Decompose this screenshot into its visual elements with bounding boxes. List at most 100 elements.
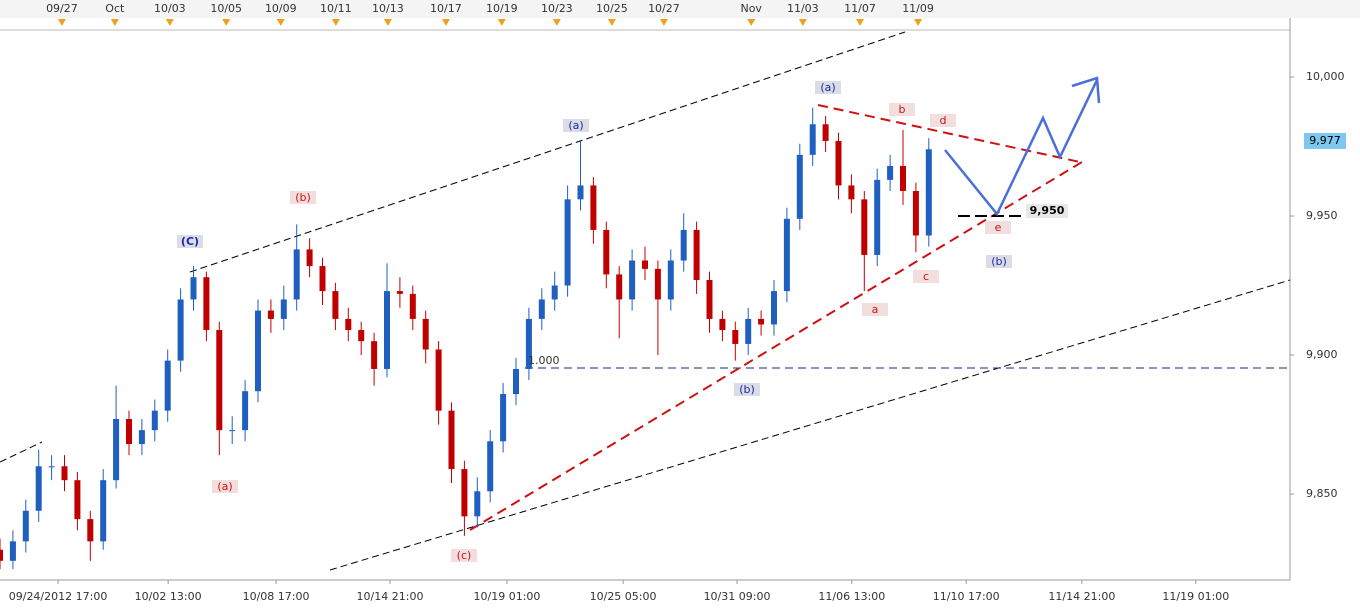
candle-body <box>719 318 726 331</box>
top-tick-marker <box>110 19 119 26</box>
top-tick-label: 10/19 <box>486 2 518 15</box>
candle-body <box>680 229 687 261</box>
wave-label-bg <box>913 270 939 283</box>
target-label: 9,950 <box>1030 204 1065 217</box>
top-tick-marker <box>747 19 756 26</box>
candle-body <box>435 349 442 411</box>
y-tick-label: 9,950 <box>1306 209 1338 222</box>
top-tick-marker <box>222 19 231 26</box>
top-tick-label: 10/25 <box>596 2 628 15</box>
wave-label: (b) <box>739 383 755 396</box>
candle-body <box>809 124 816 155</box>
x-tick-label: 10/02 13:00 <box>135 590 202 603</box>
wave-label: c <box>923 270 929 283</box>
candle-body <box>603 229 610 275</box>
candle-body <box>48 466 55 468</box>
channel-upper <box>189 31 906 273</box>
top-tick-marker <box>856 19 864 26</box>
top-tick-marker <box>798 19 807 26</box>
wave-label-bg <box>563 119 589 132</box>
x-tick-label: 10/14 21:00 <box>357 590 424 603</box>
candle-body <box>177 299 184 361</box>
candle-body <box>874 179 881 255</box>
wave-label-bg <box>889 103 915 116</box>
candle-body <box>371 341 378 369</box>
wave-label: (C) <box>181 235 199 248</box>
candle-body <box>706 279 713 319</box>
top-tick-label: 10/03 <box>154 2 186 15</box>
top-tick-label: 10/13 <box>372 2 404 15</box>
candle-body <box>409 293 416 319</box>
candle-body <box>616 274 623 300</box>
wave-label: b <box>899 103 906 116</box>
candle-body <box>577 185 584 200</box>
wave-label-bg <box>986 255 1012 268</box>
candle-body <box>848 185 855 200</box>
x-tick-label: 09/24/2012 17:00 <box>9 590 108 603</box>
wave-label-bg <box>930 114 956 127</box>
candle-body <box>912 190 919 236</box>
candle-body <box>384 291 390 369</box>
projection <box>944 79 1099 217</box>
candle-body <box>113 419 120 481</box>
top-tick-marker <box>607 19 616 26</box>
candle-body <box>642 260 648 269</box>
top-tick-label: 11/09 <box>902 2 934 15</box>
top-tick-label: 10/27 <box>648 2 680 15</box>
candle-body <box>151 410 158 431</box>
candle-body <box>551 285 558 300</box>
candle-body <box>345 318 352 331</box>
candle-body <box>474 491 481 517</box>
candle-body <box>100 480 107 542</box>
projection-arrowhead <box>1071 76 1101 104</box>
top-tick-label: 10/05 <box>210 2 242 15</box>
candle-body <box>74 480 81 520</box>
triangle-lower <box>469 161 1083 531</box>
y-tick-label: 10,000 <box>1306 70 1345 83</box>
top-tick-marker <box>441 19 450 26</box>
candle-body <box>396 291 403 294</box>
candle-body <box>293 249 300 300</box>
top-tick-label: 09/27 <box>46 2 78 15</box>
wave-label-bg <box>451 549 477 562</box>
top-tick-label: 10/17 <box>430 2 462 15</box>
wave-label-bg <box>815 81 841 94</box>
x-tick-label: 11/14 21:00 <box>1048 590 1115 603</box>
candle-body <box>771 291 777 325</box>
top-tick-label: 10/23 <box>541 2 573 15</box>
channel-left <box>0 441 43 463</box>
wave-label-bg <box>177 235 203 248</box>
candle-body <box>164 360 171 411</box>
candle-body <box>887 165 894 180</box>
candle-body <box>732 330 739 344</box>
candle-body <box>448 410 455 470</box>
wave-label: e <box>995 221 1002 234</box>
candle-body <box>590 185 597 230</box>
last-price-box <box>1304 132 1346 149</box>
candle-body <box>900 165 906 191</box>
candle-body <box>538 299 545 319</box>
wave-label: (a) <box>568 119 583 132</box>
x-tick-label: 10/25 05:00 <box>590 590 657 603</box>
candle-body <box>9 541 16 561</box>
candle-body <box>138 430 145 445</box>
last-price-label: 9,977 <box>1309 134 1341 147</box>
candle-body <box>525 318 532 369</box>
target-box <box>1026 204 1068 219</box>
wave-label-bg <box>290 191 316 204</box>
top-tick-marker <box>659 19 668 26</box>
top-tick-label: 10/09 <box>265 2 297 15</box>
wave-label-bg <box>862 303 888 316</box>
candle-body <box>87 519 94 542</box>
top-tick-label: 10/11 <box>320 2 352 15</box>
fib-label: 1.000 <box>528 354 560 367</box>
x-tick-label: 10/08 17:00 <box>243 590 310 603</box>
candle-body <box>280 299 287 319</box>
candle-body <box>745 318 752 344</box>
candle-body <box>461 469 468 517</box>
wave-label: (a) <box>217 480 232 493</box>
x-tick-label: 10/19 01:00 <box>474 590 541 603</box>
candle-body <box>203 277 210 331</box>
candle-body <box>654 268 661 300</box>
